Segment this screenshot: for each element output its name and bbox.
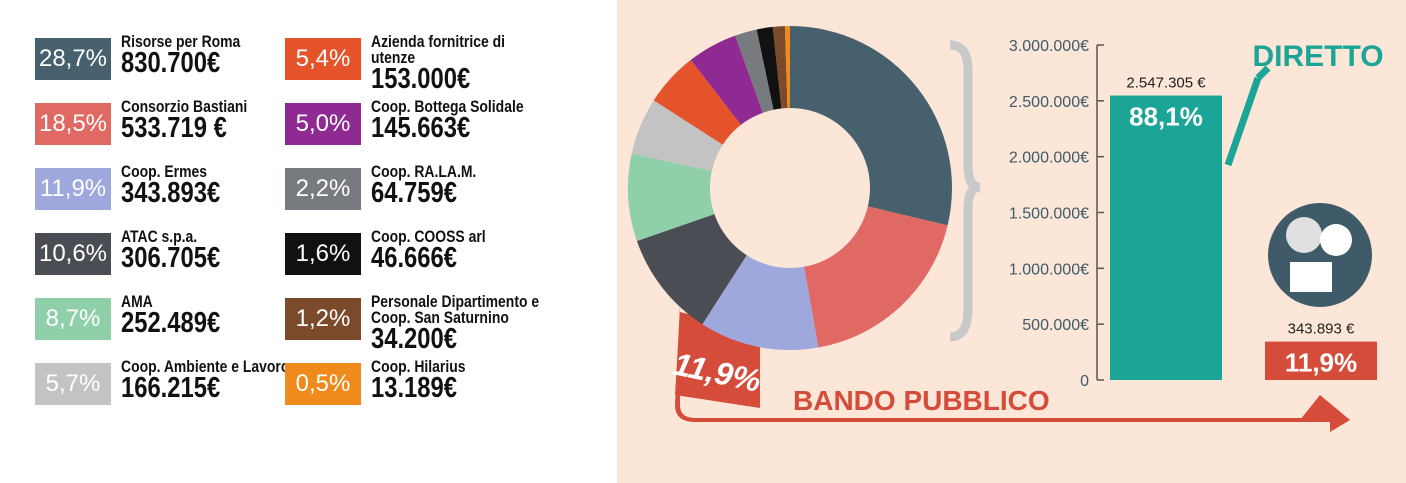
legend-percent: 1,6% (285, 233, 361, 275)
legend-name: Coop. COOSS arl (371, 227, 486, 246)
y-tick-label: 2.000.000€ (1009, 150, 1089, 167)
percent-label: 88,1% (1129, 102, 1203, 132)
legend-text: Coop. COOSS arl 46.666€ (371, 227, 543, 274)
legend-item: 8,7% AMA 252.489€ (35, 293, 331, 340)
legend-item: 28,7% Risorse per Roma 830.700€ (35, 33, 331, 80)
donut-slice (790, 26, 952, 226)
y-tick-label: 2.500.000€ (1009, 94, 1089, 111)
legend-item: 5,0% Coop. Bottega Solidale 145.663€ (285, 98, 581, 145)
donut-slice (735, 29, 774, 113)
icon (1320, 224, 1352, 256)
legend-percent: 18,5% (35, 103, 111, 145)
legend-percent: 2,2% (285, 168, 361, 210)
legend-percent: 11,9% (35, 168, 111, 210)
pointer (1224, 76, 1262, 167)
legend-amount: 306.705€ (121, 242, 221, 274)
y-tick-label: 3.000.000€ (1009, 38, 1089, 55)
donut-slice (636, 214, 747, 325)
icon (1286, 217, 1322, 253)
donut-slice (772, 26, 788, 109)
legend-percent: 5,0% (285, 103, 361, 145)
legend-percent: 0,5% (285, 363, 361, 405)
legend-item: 10,6% ATAC s.p.a. 306.705€ (35, 228, 331, 275)
legend-item: 18,5% Consorzio Bastiani 533.719 € (35, 98, 331, 145)
bar (1110, 95, 1222, 381)
icon (1290, 262, 1332, 292)
value-label: 343.893 € (1288, 321, 1355, 338)
legend-text: Coop. Hilarius 13.189€ (371, 357, 543, 404)
legend-name: ATAC s.p.a. (121, 227, 198, 246)
legend-text: AMA 252.489€ (121, 292, 293, 339)
legend-amount: 830.700€ (121, 47, 221, 79)
bracket (675, 305, 1350, 432)
y-tick-label: 500.000€ (1022, 317, 1089, 334)
donut-slice (784, 26, 790, 109)
legend-amount: 166.215€ (121, 372, 221, 404)
arrow (1300, 395, 1350, 420)
legend-text: Azienda fornitrice di utenze 153.000€ (371, 32, 543, 95)
legend-amount: 533.719 € (121, 112, 227, 144)
donut-slice (631, 100, 723, 172)
donut-slice (628, 153, 715, 241)
legend-item: 5,4% Azienda fornitrice di utenze 153.000€ (285, 33, 581, 94)
legend-item: 1,2% Personale Dipartimento e Coop. San S… (285, 293, 581, 354)
legend-name: Coop. Ermes (121, 162, 207, 181)
legend-percent: 1,2% (285, 298, 361, 340)
legend-percent: 8,7% (35, 298, 111, 340)
legend-percent: 10,6% (35, 233, 111, 275)
legend-name: Coop. Hilarius (371, 357, 466, 376)
legend-name: Consorzio Bastiani (121, 97, 248, 116)
category-label: BANDO PUBBLICO (793, 385, 1050, 416)
legend-item: 11,9% Coop. Ermes 343.893€ (35, 163, 331, 210)
legend-amount: 153.000€ (371, 63, 471, 95)
legend-text: Coop. Bottega Solidale 145.663€ (371, 97, 543, 144)
legend-percent: 28,7% (35, 38, 111, 80)
pointer (1255, 65, 1271, 81)
value-label: 2.547.305 € (1126, 75, 1206, 92)
legend-amount: 64.759€ (371, 177, 457, 209)
donut-slice (690, 35, 763, 125)
legend-name: Risorse per Roma (121, 32, 241, 51)
y-tick-label: 1.500.000€ (1009, 206, 1089, 223)
donut-slice (702, 255, 819, 350)
legend-item: 2,2% Coop. RA.LA.M. 64.759€ (285, 163, 581, 210)
donut-slice (804, 206, 948, 348)
legend-item: 0,5% Coop. Hilarius 13.189€ (285, 358, 581, 405)
donut-slice (653, 59, 741, 145)
donut-slice (756, 26, 782, 110)
legend-text: Personale Dipartimento e Coop. San Satur… (371, 292, 543, 355)
brace (949, 40, 981, 342)
legend-amount: 145.663€ (371, 112, 471, 144)
legend-text: Coop. Ermes 343.893€ (121, 162, 293, 209)
legend-text: Coop. RA.LA.M. 64.759€ (371, 162, 543, 209)
legend-name: AMA (121, 292, 153, 311)
legend-amount: 46.666€ (371, 242, 457, 274)
legend-name: Coop. Bottega Solidale (371, 97, 524, 116)
legend-text: Risorse per Roma 830.700€ (121, 32, 293, 79)
legend-percent: 5,4% (285, 38, 361, 80)
legend-amount: 34.200€ (371, 323, 457, 355)
legend-amount: 343.893€ (121, 177, 221, 209)
legend-text: ATAC s.p.a. 306.705€ (121, 227, 293, 274)
legend-text: Coop. Ambiente e Lavoro 166.215€ (121, 357, 293, 404)
category-label: DIRETTO (1252, 40, 1383, 73)
y-tick-label: 0 (1080, 373, 1089, 390)
legend-item: 1,6% Coop. COOSS arl 46.666€ (285, 228, 581, 275)
bar (1265, 341, 1377, 380)
legend-name: Coop. RA.LA.M. (371, 162, 477, 181)
percent-label: 11,9% (1285, 348, 1357, 378)
legend-name: Personale Dipartimento e Coop. San Satur… (371, 292, 540, 327)
legend-amount: 252.489€ (121, 307, 221, 339)
legend-percent: 5,7% (35, 363, 111, 405)
legend-amount: 13.189€ (371, 372, 457, 404)
legend-name: Coop. Ambiente e Lavoro (121, 357, 290, 376)
legend-name: Azienda fornitrice di utenze (371, 32, 506, 67)
y-tick-label: 1.000.000€ (1009, 261, 1089, 278)
legend-item: 5,7% Coop. Ambiente e Lavoro 166.215€ (35, 358, 331, 405)
legend-text: Consorzio Bastiani 533.719 € (121, 97, 293, 144)
